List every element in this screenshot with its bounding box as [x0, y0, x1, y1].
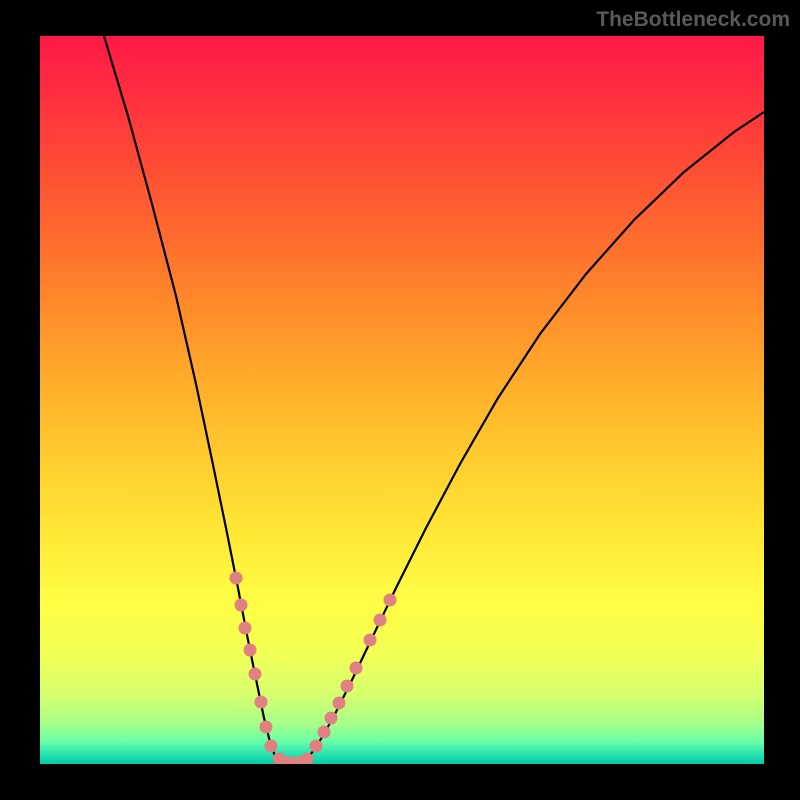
marker-dot — [341, 680, 354, 693]
plot-area — [40, 36, 764, 764]
marker-dot — [239, 622, 252, 635]
marker-dot — [260, 721, 273, 734]
marker-dot — [230, 572, 243, 585]
marker-group — [230, 572, 397, 765]
curve-right-branch — [300, 112, 764, 764]
marker-dot — [249, 668, 262, 681]
curve-overlay — [40, 36, 764, 764]
watermark-text: TheBottleneck.com — [596, 8, 790, 32]
marker-dot — [364, 634, 377, 647]
marker-dot — [244, 644, 257, 657]
marker-dot — [350, 662, 363, 675]
curve-left-branch — [104, 36, 286, 764]
marker-dot — [255, 696, 268, 709]
marker-dot — [333, 697, 346, 710]
marker-dot — [384, 594, 397, 607]
marker-dot — [374, 614, 387, 627]
marker-dot — [325, 712, 338, 725]
marker-dot — [318, 726, 331, 739]
marker-dot — [265, 740, 278, 753]
marker-dot — [235, 599, 248, 612]
marker-dot — [310, 740, 323, 753]
